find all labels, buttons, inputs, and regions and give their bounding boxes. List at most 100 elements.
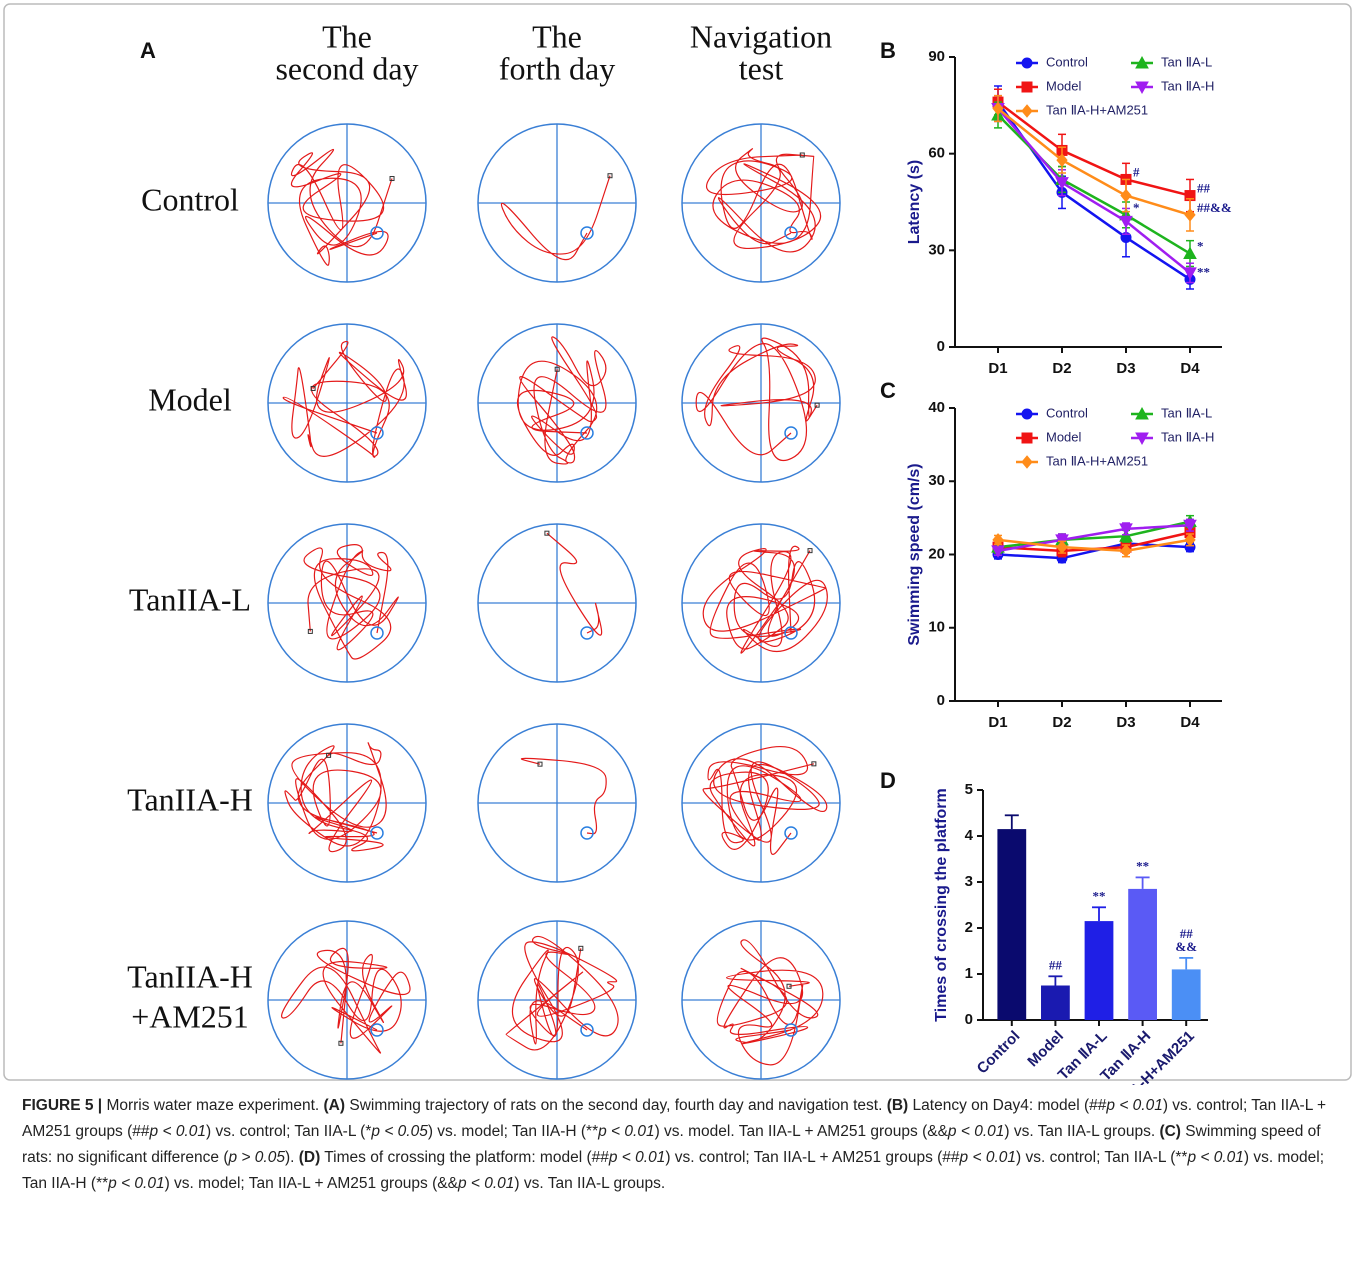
trajectory bbox=[706, 148, 822, 253]
x-tick-label: D1 bbox=[988, 360, 1007, 377]
marker bbox=[992, 533, 1004, 547]
caption-run: (C) bbox=[1159, 1123, 1181, 1140]
row-label: +AM251 bbox=[131, 998, 249, 1034]
caption-run: p < 0.01 bbox=[608, 1149, 666, 1166]
platform bbox=[370, 226, 384, 240]
caption-run: (D) bbox=[298, 1149, 321, 1166]
marker bbox=[1119, 523, 1133, 536]
caption-run: (A) bbox=[323, 1097, 346, 1114]
marker bbox=[1021, 432, 1033, 444]
trajectory bbox=[702, 545, 828, 654]
figure-frame bbox=[3, 3, 1352, 1081]
significance-label: ** bbox=[1136, 858, 1149, 873]
maze bbox=[267, 123, 427, 283]
y-tick-label: 3 bbox=[965, 873, 973, 890]
bar bbox=[1084, 921, 1114, 1020]
legend-label: Control bbox=[1046, 405, 1088, 420]
y-tick-label: 0 bbox=[965, 1011, 973, 1028]
marker bbox=[1055, 177, 1069, 190]
legend-label: Tan ⅡA-H+AM251 bbox=[1046, 453, 1148, 468]
error-bar bbox=[1135, 876, 1150, 889]
maze bbox=[477, 723, 637, 883]
y-tick-label: 60 bbox=[928, 145, 945, 162]
marker bbox=[1055, 534, 1069, 547]
caption-run: p < 0.01 bbox=[108, 1175, 165, 1192]
platform bbox=[784, 826, 798, 840]
significance-label: ** bbox=[1093, 888, 1106, 903]
maze bbox=[681, 723, 841, 883]
caption-run: (B) bbox=[886, 1097, 909, 1114]
y-tick-label: 5 bbox=[965, 781, 973, 798]
start-point bbox=[799, 152, 805, 158]
trajectory bbox=[546, 532, 603, 636]
maze bbox=[477, 920, 637, 1080]
significance-label: # bbox=[1133, 164, 1140, 179]
significance-label: ## bbox=[1197, 181, 1211, 196]
caption-run: Swimming speed of rats: no significant d… bbox=[22, 1123, 1321, 1166]
legend-label: Tan ⅡA-L bbox=[1161, 54, 1212, 69]
x-tick-label: D4 bbox=[1180, 360, 1200, 377]
trajectory bbox=[281, 947, 411, 1054]
trajectory bbox=[500, 175, 611, 261]
maze bbox=[681, 123, 841, 283]
error-bar bbox=[1004, 814, 1019, 830]
platform bbox=[580, 1023, 594, 1037]
trajectory bbox=[303, 544, 399, 660]
error-bar bbox=[1048, 975, 1063, 986]
x-tick-label: Model bbox=[1024, 1028, 1067, 1071]
y-tick-label: 1 bbox=[965, 965, 973, 982]
platform bbox=[580, 426, 594, 440]
series-line bbox=[997, 101, 1191, 197]
marker bbox=[1021, 104, 1033, 118]
marker bbox=[1183, 246, 1197, 260]
y-tick-label: 40 bbox=[928, 399, 945, 416]
platform bbox=[580, 626, 594, 640]
y-tick-label: 0 bbox=[937, 692, 945, 709]
caption-run: ) vs. Tan IIA-L groups. bbox=[514, 1175, 666, 1192]
legend-label: Model bbox=[1046, 78, 1082, 93]
row-label: TanIIA-L bbox=[129, 581, 251, 617]
platform bbox=[784, 226, 798, 240]
marker bbox=[1021, 408, 1033, 420]
trajectory bbox=[716, 939, 824, 1066]
row-label: TanIIA-H bbox=[127, 958, 253, 994]
x-tick-label: Control bbox=[974, 1028, 1024, 1078]
bar bbox=[1128, 888, 1157, 1020]
maze bbox=[267, 523, 427, 683]
trajectory bbox=[702, 746, 828, 855]
caption-run: p < 0.01 bbox=[947, 1123, 1005, 1140]
significance-label: && bbox=[1175, 939, 1197, 954]
significance-label: ** bbox=[1197, 264, 1210, 279]
platform bbox=[784, 426, 798, 440]
caption-run: Swimming trajectory of rats on the secon… bbox=[345, 1097, 887, 1114]
maze bbox=[477, 523, 637, 683]
y-tick-label: 90 bbox=[928, 48, 945, 65]
maze bbox=[477, 323, 637, 483]
marker bbox=[1120, 188, 1132, 203]
bar bbox=[1041, 985, 1070, 1020]
trajectory bbox=[695, 337, 818, 461]
y-tick-label: 30 bbox=[928, 472, 945, 489]
marker bbox=[1135, 81, 1149, 95]
column-header: The bbox=[532, 18, 582, 54]
caption-run: ) vs. control; Tan IIA-L (** bbox=[1016, 1149, 1188, 1166]
y-tick-label: 2 bbox=[965, 919, 973, 936]
maze bbox=[681, 323, 841, 483]
marker bbox=[1021, 455, 1033, 469]
maze bbox=[267, 920, 427, 1080]
caption-run: ) vs. Tan IIA-L groups. bbox=[1004, 1123, 1160, 1140]
maze bbox=[267, 323, 427, 483]
caption-run: p > 0.05 bbox=[228, 1149, 285, 1166]
trajectory bbox=[290, 148, 393, 266]
significance-label: * bbox=[1133, 200, 1140, 215]
series-line bbox=[997, 523, 1191, 553]
series-line bbox=[997, 107, 1191, 217]
marker bbox=[1135, 432, 1149, 446]
legend-label: Model bbox=[1046, 429, 1082, 444]
marker bbox=[1056, 540, 1068, 554]
caption-run: p < 0.05 bbox=[371, 1123, 428, 1140]
trajectory bbox=[520, 757, 607, 835]
legend-label: Control bbox=[1046, 54, 1088, 69]
marker bbox=[1135, 55, 1149, 69]
